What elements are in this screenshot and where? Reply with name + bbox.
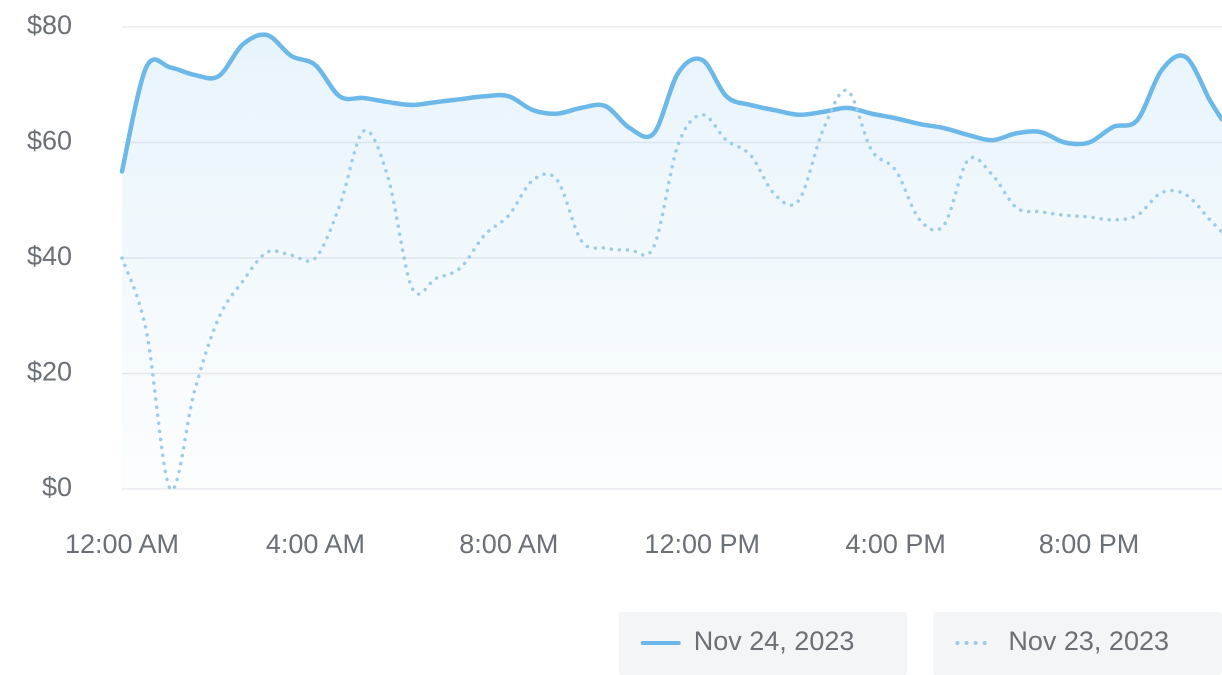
x-tick-label: 8:00 PM xyxy=(1039,529,1140,559)
line-series xyxy=(119,32,1222,174)
x-tick-label: 12:00 PM xyxy=(644,529,760,559)
y-tick-label: $80 xyxy=(27,10,72,40)
legend-item: Nov 23, 2023 xyxy=(933,612,1222,675)
area xyxy=(122,34,1222,489)
x-tick-label: 4:00 PM xyxy=(845,529,946,559)
line-series xyxy=(120,88,1222,492)
y-tick-label: $0 xyxy=(42,472,72,502)
legend-label: Nov 23, 2023 xyxy=(1008,626,1169,656)
legend-box xyxy=(618,612,908,675)
legend-box xyxy=(933,612,1222,675)
legend-label: Nov 24, 2023 xyxy=(694,626,855,656)
legend-item: Nov 24, 2023 xyxy=(618,612,908,675)
x-tick-label: 4:00 AM xyxy=(266,529,365,559)
y-tick-label: $20 xyxy=(27,357,72,387)
x-tick-label: 8:00 AM xyxy=(459,529,558,559)
x-tick-label: 12:00 AM xyxy=(65,529,179,559)
y-tick-label: $40 xyxy=(27,241,72,271)
y-tick-label: $60 xyxy=(27,126,72,156)
